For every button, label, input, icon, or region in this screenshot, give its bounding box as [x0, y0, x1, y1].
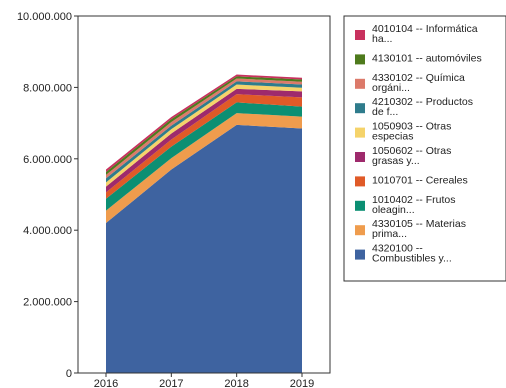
x-tick-label: 2018 [224, 378, 248, 388]
legend-box [343, 15, 506, 282]
chart-axes: 0 2.000.000 4.000.000 6.000.000 8.000.000 10.… [17, 11, 331, 388]
x-tick-label: 2016 [94, 378, 118, 388]
legend-swatch [355, 54, 365, 65]
y-tick-label: 6.000.000 [23, 154, 72, 166]
area-series-2 [106, 113, 302, 224]
chart-areas [106, 74, 302, 373]
y-tick-label: 8.000.000 [23, 82, 72, 94]
y-tick-label: 4.000.000 [23, 225, 72, 237]
legend-swatch [355, 249, 365, 260]
legend-swatch [355, 225, 365, 236]
legend-swatch [355, 78, 365, 89]
y-tick-label: 10.000.000 [17, 11, 72, 23]
legend-swatch [355, 152, 365, 162]
chart-legend: 4010104 -- Informática ha... 4130101 -- au… [343, 15, 506, 282]
x-tick-label: 2017 [159, 378, 183, 388]
y-tick-label: 2.000.000 [23, 297, 72, 309]
area-series-4 [106, 94, 302, 199]
y-tick-label: 0 [66, 368, 72, 380]
legend-swatch [355, 176, 365, 187]
legend-swatch [355, 127, 365, 138]
area-series-1 [106, 124, 302, 373]
legend-label: 4330102 -- Química orgáni... [372, 72, 465, 94]
legend-label: 1050602 -- Otras grasas y... [372, 145, 451, 167]
legend-label: 4330105 -- Materias prima... [372, 218, 466, 240]
legend-label: 1010701 -- Cereales [372, 174, 468, 186]
legend-label: 4010104 -- Informática ha... [372, 23, 478, 45]
plot-frame [77, 15, 331, 374]
x-tick-label: 2019 [290, 378, 314, 388]
legend-label: 4210302 -- Productos de f... [372, 96, 473, 118]
legend-swatch [355, 30, 365, 40]
legend-label: 4130101 -- automóviles [372, 52, 482, 64]
legend-label: 4320100 --Combustibles y... [372, 243, 452, 265]
area-series-3 [106, 102, 302, 211]
legend-label: 1010402 -- Frutos oleagin... [372, 194, 455, 216]
legend-label: 1050903 -- Otras especias [372, 121, 451, 143]
legend-swatch [355, 103, 365, 114]
legend-swatch [355, 200, 365, 211]
